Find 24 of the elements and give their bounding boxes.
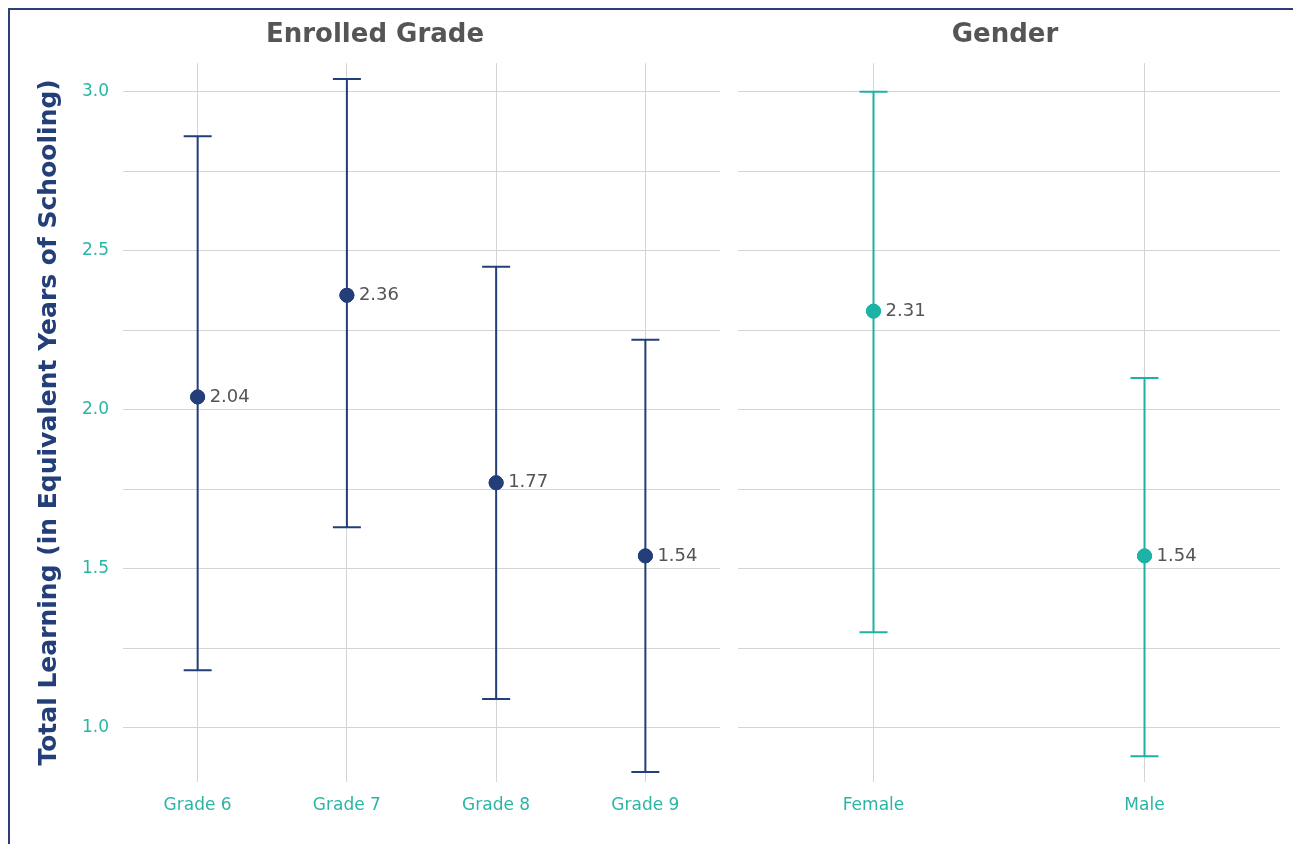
x-tick-label: Grade 9 (611, 794, 680, 815)
y-tick-label: 2.0 (81, 398, 110, 419)
y-axis-title: Total Learning (in Equivalent Years of Schooling) (32, 79, 62, 766)
x-tick-label: Grade 6 (163, 794, 232, 815)
x-tick-label: Female (842, 794, 905, 815)
y-tick-label: 3.0 (81, 80, 110, 101)
x-tick-label: Grade 8 (462, 794, 531, 815)
data-label: 1.77 (508, 470, 549, 492)
x-tick-label: Grade 7 (312, 794, 381, 815)
point (637, 548, 653, 564)
x-tick-label: Male (1124, 794, 1165, 815)
chart-title: Enrolled Grade (265, 18, 485, 49)
data-label: 2.36 (358, 282, 399, 304)
data-label: 1.54 (657, 543, 698, 565)
y-tick-label: 2.5 (81, 239, 110, 260)
data-label: 1.54 (1156, 543, 1197, 565)
data-label: 2.04 (209, 384, 250, 406)
point (488, 475, 504, 491)
data-label: 2.31 (885, 298, 926, 320)
chart-title: Gender (951, 18, 1059, 49)
y-tick-label: 1.5 (81, 557, 110, 578)
y-tick-label: 1.0 (81, 715, 110, 736)
point (339, 287, 355, 303)
point (190, 389, 206, 405)
